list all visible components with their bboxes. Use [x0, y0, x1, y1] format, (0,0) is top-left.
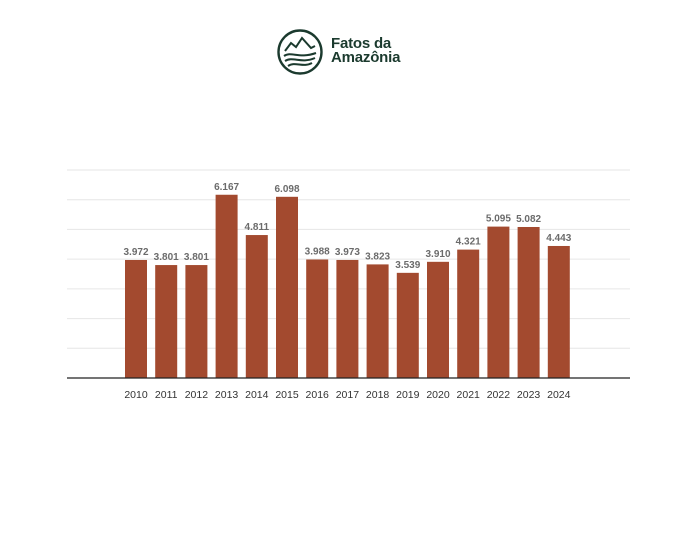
x-tick-2013: 2013 — [215, 389, 239, 401]
mountain-river-circle-icon — [277, 29, 323, 75]
x-tick-2012: 2012 — [185, 389, 209, 401]
x-tick-2018: 2018 — [366, 389, 390, 401]
bar-2020 — [427, 261, 449, 378]
bar-2017 — [336, 259, 359, 378]
x-tick-2010: 2010 — [124, 389, 148, 401]
bar-2016 — [306, 259, 329, 378]
brand-name-line2: Amazônia — [331, 49, 401, 66]
x-tick-2024: 2024 — [547, 389, 571, 401]
value-label-2014: 4.811 — [245, 222, 270, 233]
value-label-2017: 3.973 — [335, 247, 360, 258]
value-label-2023: 5.082 — [516, 214, 541, 225]
value-label-2018: 3.823 — [365, 251, 390, 262]
x-tick-2016: 2016 — [306, 389, 330, 401]
bar-2019 — [396, 272, 419, 378]
value-label-2012: 3.801 — [184, 252, 209, 263]
bar-2021 — [457, 249, 480, 378]
bar-2022 — [487, 226, 510, 378]
bar-2010 — [125, 259, 147, 378]
value-label-2013: 6.167 — [214, 182, 239, 193]
bar-2011 — [155, 265, 178, 378]
x-tick-2011: 2011 — [155, 389, 178, 401]
x-tick-2021: 2021 — [457, 389, 481, 401]
bar-2024 — [547, 245, 570, 378]
bar-2013 — [215, 194, 238, 378]
value-label-2015: 6.098 — [274, 184, 299, 195]
bar-2023 — [517, 226, 540, 378]
value-label-2016: 3.988 — [305, 246, 330, 257]
value-label-2024: 4.443 — [546, 233, 571, 244]
value-label-2021: 4.321 — [456, 237, 481, 248]
value-label-2011: 3.801 — [154, 252, 179, 263]
x-tick-2015: 2015 — [275, 389, 299, 401]
x-tick-2019: 2019 — [396, 389, 420, 401]
x-tick-labels: 2010 2011 2012 2013 2014 2015 2016 2017 2018 2019… — [124, 389, 570, 401]
bars — [125, 194, 570, 378]
value-label-2019: 3.539 — [395, 260, 420, 271]
bar-2018 — [366, 264, 389, 378]
x-tick-2023: 2023 — [517, 389, 541, 401]
bar-2015 — [276, 196, 298, 378]
value-labels: 3.972 3.801 3.801 6.167 4.811 6.098 3.988 3.973… — [123, 182, 571, 271]
bar-2012 — [185, 265, 208, 378]
x-tick-2017: 2017 — [336, 389, 360, 401]
brand-logo: Fatos da Amazônia — [277, 28, 417, 76]
value-label-2020: 3.910 — [425, 249, 450, 260]
value-label-2022: 5.095 — [486, 214, 511, 225]
x-tick-2014: 2014 — [245, 389, 269, 401]
x-tick-2020: 2020 — [426, 389, 450, 401]
x-tick-2022: 2022 — [487, 389, 511, 401]
bar-2014 — [245, 235, 268, 378]
value-label-2010: 3.972 — [123, 247, 148, 258]
brand-name-line1: Fatos da — [331, 35, 392, 52]
